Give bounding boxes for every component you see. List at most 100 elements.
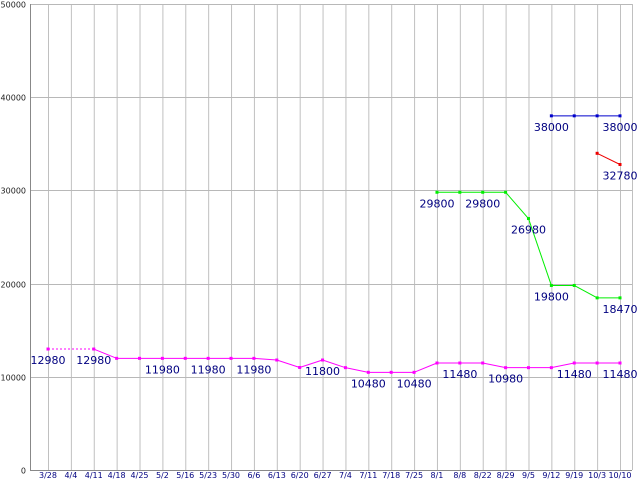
data-label: 11480 bbox=[557, 368, 592, 381]
y-tick-label: 50000 bbox=[1, 1, 26, 10]
data-point bbox=[92, 347, 96, 351]
x-tick-label: 4/18 bbox=[108, 471, 126, 480]
data-point bbox=[435, 361, 439, 365]
series-segment bbox=[528, 218, 552, 286]
series-segment bbox=[345, 367, 369, 373]
x-tick-label: 10/10 bbox=[608, 471, 631, 480]
x-tick-label: 8/8 bbox=[453, 471, 466, 480]
data-point bbox=[412, 370, 416, 374]
x-tick-label: 6/13 bbox=[268, 471, 286, 480]
data-label: 29800 bbox=[465, 197, 500, 210]
data-label: 11800 bbox=[305, 365, 340, 378]
y-tick-label: 0 bbox=[21, 467, 26, 476]
data-label: 19800 bbox=[534, 290, 569, 303]
series-segment bbox=[551, 362, 575, 369]
data-point bbox=[435, 190, 439, 194]
x-tick-label: 7/18 bbox=[382, 471, 400, 480]
data-point bbox=[549, 366, 553, 370]
data-point bbox=[206, 356, 210, 360]
x-tick-label: 10/3 bbox=[588, 471, 606, 480]
series-3 bbox=[595, 151, 622, 166]
data-label: 11480 bbox=[603, 368, 638, 381]
x-tick-label: 7/25 bbox=[405, 471, 423, 480]
series-segment bbox=[482, 362, 506, 369]
x-tick-label: 6/27 bbox=[314, 471, 332, 480]
data-point bbox=[595, 114, 599, 118]
data-point bbox=[595, 151, 599, 155]
data-point bbox=[321, 358, 325, 362]
data-point bbox=[572, 361, 576, 365]
data-point bbox=[458, 361, 462, 365]
data-point bbox=[618, 296, 622, 300]
data-label: 12980 bbox=[31, 354, 66, 367]
x-tick-label: 9/19 bbox=[565, 471, 583, 480]
y-tick-label: 20000 bbox=[1, 281, 26, 290]
x-tick-label: 9/5 bbox=[522, 471, 535, 480]
data-label: 38000 bbox=[534, 121, 569, 134]
data-label: 11980 bbox=[145, 363, 180, 376]
x-tick-label: 8/1 bbox=[431, 471, 444, 480]
data-label: 11480 bbox=[442, 368, 477, 381]
data-point bbox=[298, 365, 302, 369]
data-point bbox=[526, 366, 530, 370]
data-point bbox=[343, 366, 347, 370]
data-label: 10980 bbox=[488, 373, 523, 386]
data-point bbox=[115, 356, 119, 360]
data-point bbox=[618, 114, 622, 118]
x-tick-label: 4/11 bbox=[85, 471, 103, 480]
y-tick-label: 10000 bbox=[1, 374, 26, 383]
x-tick-label: 4/4 bbox=[64, 471, 77, 480]
x-tick-label: 5/23 bbox=[199, 471, 217, 480]
x-tick-label: 4/25 bbox=[131, 471, 149, 480]
series-segment bbox=[93, 348, 117, 359]
x-tick-label: 7/4 bbox=[339, 471, 352, 480]
y-tick-label: 30000 bbox=[1, 187, 26, 196]
data-point bbox=[389, 370, 393, 374]
data-point bbox=[481, 190, 485, 194]
x-tick-label: 5/2 bbox=[156, 471, 169, 480]
data-point bbox=[504, 190, 508, 194]
data-point bbox=[549, 283, 553, 287]
x-tick-label: 6/6 bbox=[247, 471, 260, 480]
data-point bbox=[595, 296, 599, 300]
series-segment bbox=[276, 359, 300, 368]
series bbox=[46, 114, 622, 374]
data-point bbox=[183, 356, 187, 360]
data-point bbox=[572, 283, 576, 287]
data-point bbox=[572, 114, 576, 118]
data-label: 10480 bbox=[351, 377, 386, 390]
data-point bbox=[526, 217, 530, 221]
data-point bbox=[481, 361, 485, 365]
data-point bbox=[275, 358, 279, 362]
data-point bbox=[138, 356, 142, 360]
data-point bbox=[229, 356, 233, 360]
x-tick-label: 3/28 bbox=[39, 471, 57, 480]
data-label: 11980 bbox=[236, 363, 271, 376]
data-label: 29800 bbox=[419, 197, 454, 210]
data-point bbox=[595, 361, 599, 365]
x-tick-label: 8/22 bbox=[474, 471, 492, 480]
data-point bbox=[504, 366, 508, 370]
data-point bbox=[46, 347, 50, 351]
data-labels: 12980 12980 11980 11980 11980 11800 10480 10480… bbox=[31, 121, 638, 390]
series-segment bbox=[574, 285, 598, 299]
series-segment bbox=[596, 152, 621, 165]
x-tick-label: 9/12 bbox=[542, 471, 560, 480]
data-label: 38000 bbox=[603, 121, 638, 134]
grid bbox=[30, 4, 633, 471]
series-segment bbox=[413, 362, 438, 373]
x-tick-label: 6/20 bbox=[291, 471, 309, 480]
series-segment bbox=[253, 357, 277, 361]
data-point bbox=[252, 356, 256, 360]
series-2 bbox=[549, 114, 622, 118]
data-point bbox=[549, 114, 553, 118]
data-label: 18470 bbox=[603, 303, 638, 316]
series-segment bbox=[299, 359, 323, 368]
data-label: 26980 bbox=[511, 224, 546, 237]
data-label: 11980 bbox=[191, 363, 226, 376]
data-point bbox=[618, 361, 622, 365]
series-1 bbox=[435, 190, 622, 300]
